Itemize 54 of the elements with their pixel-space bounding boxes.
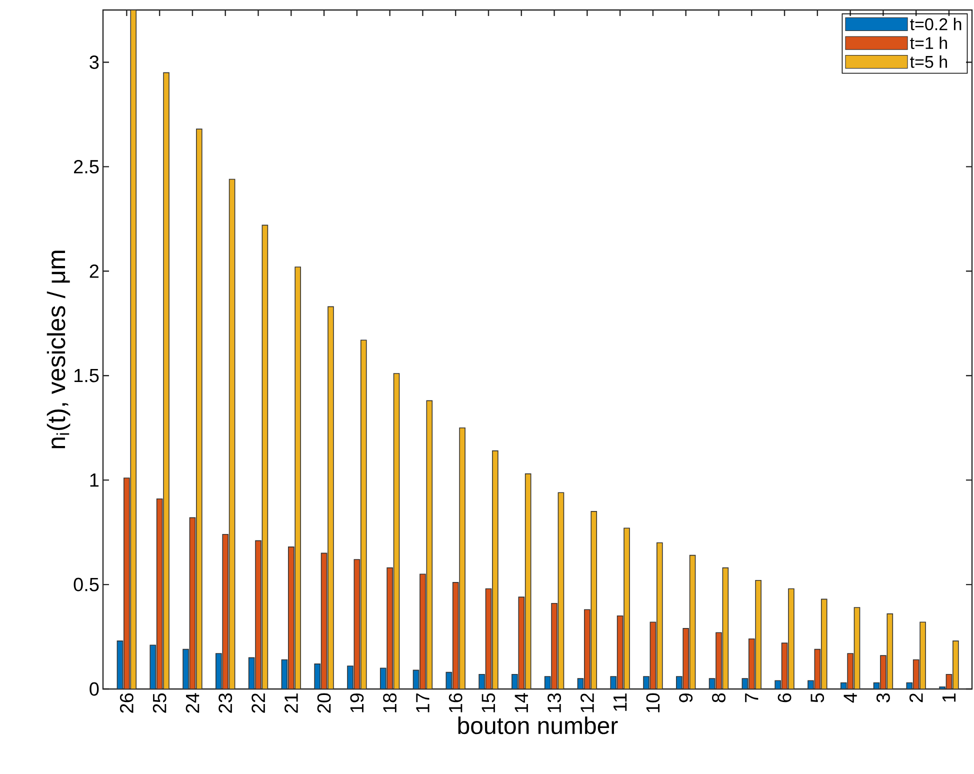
- bar: [262, 224, 268, 689]
- x-tick-label: 1: [942, 693, 956, 702]
- x-tick-label: 4: [844, 693, 857, 703]
- y-tick-label: 3: [90, 55, 99, 69]
- x-tick-label: 18: [383, 693, 397, 712]
- x-tick-label: 6: [778, 693, 792, 702]
- y-tick-label: 1.5: [74, 368, 99, 382]
- x-tick-label: 7: [745, 693, 758, 702]
- bar: [156, 498, 163, 689]
- y-tick-label: 1: [90, 474, 99, 487]
- bar: [189, 517, 196, 689]
- x-tick-label: 21: [284, 693, 298, 713]
- y-tick-label: 2.5: [74, 160, 99, 174]
- bar: [722, 567, 729, 689]
- legend-label: t=5 h: [910, 55, 947, 68]
- legend-label: t=1 h: [910, 36, 947, 50]
- bar: [228, 178, 236, 689]
- x-tick-label: 10: [646, 693, 660, 712]
- bar: [354, 559, 360, 689]
- bar: [485, 588, 492, 689]
- y-tick-label: 0: [90, 682, 99, 696]
- legend-label: t=0.2 h: [910, 18, 962, 30]
- bar: [320, 552, 328, 689]
- x-tick-label: 23: [218, 693, 232, 713]
- bar: [886, 613, 894, 689]
- x-tick-label: 16: [448, 693, 462, 712]
- bar: [854, 607, 860, 689]
- x-tick-label: 11: [614, 693, 627, 711]
- bar: [393, 373, 400, 689]
- x-tick-label: 5: [810, 693, 824, 702]
- bar: [426, 400, 433, 689]
- x-tick-label: 2: [909, 693, 923, 702]
- x-tick-label: 19: [350, 693, 364, 712]
- x-tick-label: 8: [712, 693, 726, 702]
- x-tick-label: 9: [679, 693, 693, 702]
- x-tick-label: 12: [580, 693, 594, 712]
- x-tick-label: 17: [416, 693, 430, 712]
- bar: [558, 492, 564, 689]
- y-tick-label: 0.5: [74, 578, 99, 592]
- x-tick-label: 15: [482, 693, 496, 712]
- x-tick-label: 14: [514, 693, 528, 712]
- bar: [650, 622, 656, 689]
- x-tick-label: 22: [252, 693, 265, 713]
- x-tick-label: 3: [876, 693, 890, 702]
- y-axis-title: n$_{i}$(t), vesicles / μm: [46, 250, 70, 448]
- y-tick-label: 2: [90, 264, 99, 278]
- bar: [689, 554, 696, 689]
- bar: [524, 473, 532, 689]
- x-tick-label: 25: [152, 693, 166, 713]
- x-axis-title: bouton number: [458, 716, 618, 734]
- x-tick-label: 20: [317, 693, 331, 713]
- x-tick-label: 13: [548, 693, 562, 712]
- x-tick-label: 24: [186, 693, 200, 713]
- x-tick-label: 26: [120, 693, 134, 713]
